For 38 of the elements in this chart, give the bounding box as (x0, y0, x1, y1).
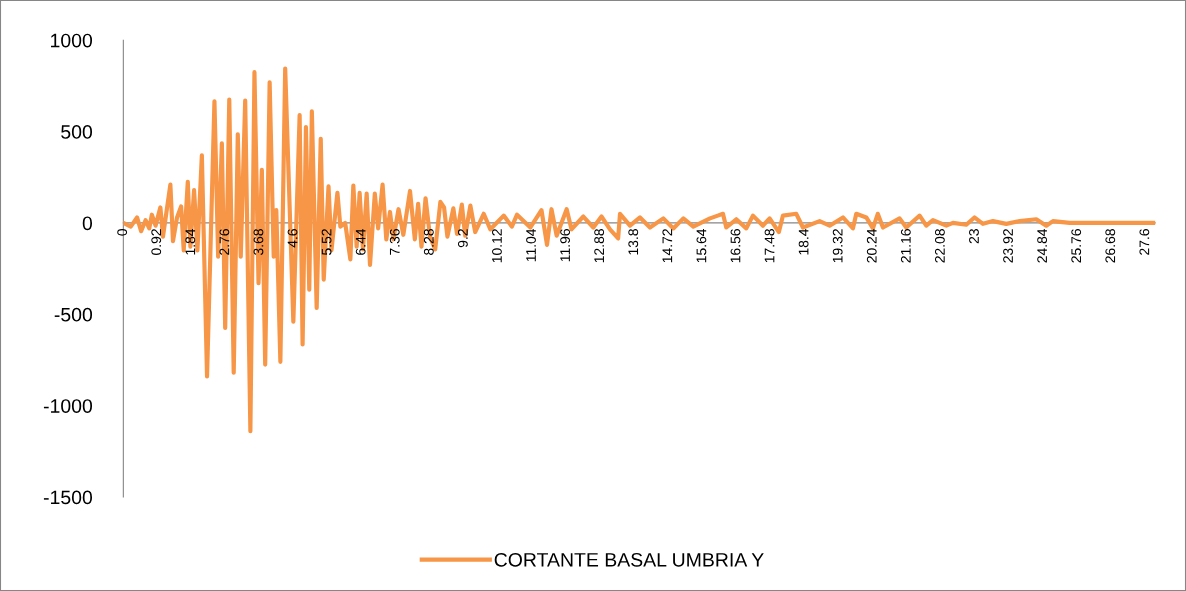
x-tick-label: 14.72 (662, 229, 673, 263)
x-tick-label: 11.04 (526, 228, 536, 262)
x-tick-label: 8.28 (423, 229, 434, 255)
x-tick-label: 25.76 (1071, 229, 1082, 263)
x-tick-label: 27.6 (1139, 229, 1150, 255)
x-tick-label: 20.24 (866, 228, 877, 263)
x-tick-label: 6.44 (355, 228, 366, 255)
x-tick-label: 16.56 (730, 229, 741, 263)
x-tick-label: 13.8 (628, 229, 639, 255)
x-tick-label: 10.12 (492, 229, 502, 263)
x-tick-label: 17.48 (764, 229, 775, 263)
x-tick-label: 18.4 (798, 228, 809, 255)
x-tick-label: 5.52 (321, 229, 332, 255)
x-tick-label: 9.2 (457, 229, 468, 248)
x-tick-label: 12.88 (594, 229, 605, 263)
x-tick-label: 19.32 (832, 229, 843, 263)
x-tick-label: 3.68 (253, 229, 264, 255)
x-tick-label: 24.84 (1037, 228, 1048, 263)
x-tick-label: 7.36 (389, 229, 400, 255)
x-tick-label: 23.92 (1003, 229, 1013, 263)
x-tick-label: 11.96 (560, 229, 571, 262)
y-tick-label: 0 (82, 216, 93, 231)
x-tick-label: 0 (117, 229, 128, 236)
x-tick-label: 0.92 (151, 229, 162, 255)
x-tick-label: 4.6 (287, 229, 298, 248)
x-tick-label: 2.76 (219, 229, 230, 255)
x-tick-label: 23 (969, 229, 979, 244)
x-tick-label: 22.08 (934, 229, 945, 263)
y-tick-label: 500 (61, 125, 93, 139)
y-tick-label: -500 (54, 307, 93, 322)
y-tick-label: -1500 (43, 490, 93, 505)
x-tick-label: 1.84 (185, 228, 196, 255)
legend-label: CORTANTE BASAL UMBRIA Y (494, 552, 764, 567)
x-tick-label: 26.68 (1105, 229, 1116, 263)
y-tick-label: 1000 (51, 33, 93, 48)
y-tick-label: -1000 (43, 399, 93, 413)
x-tick-label: 15.64 (696, 228, 707, 263)
x-tick-label: 21.16 (900, 229, 911, 263)
